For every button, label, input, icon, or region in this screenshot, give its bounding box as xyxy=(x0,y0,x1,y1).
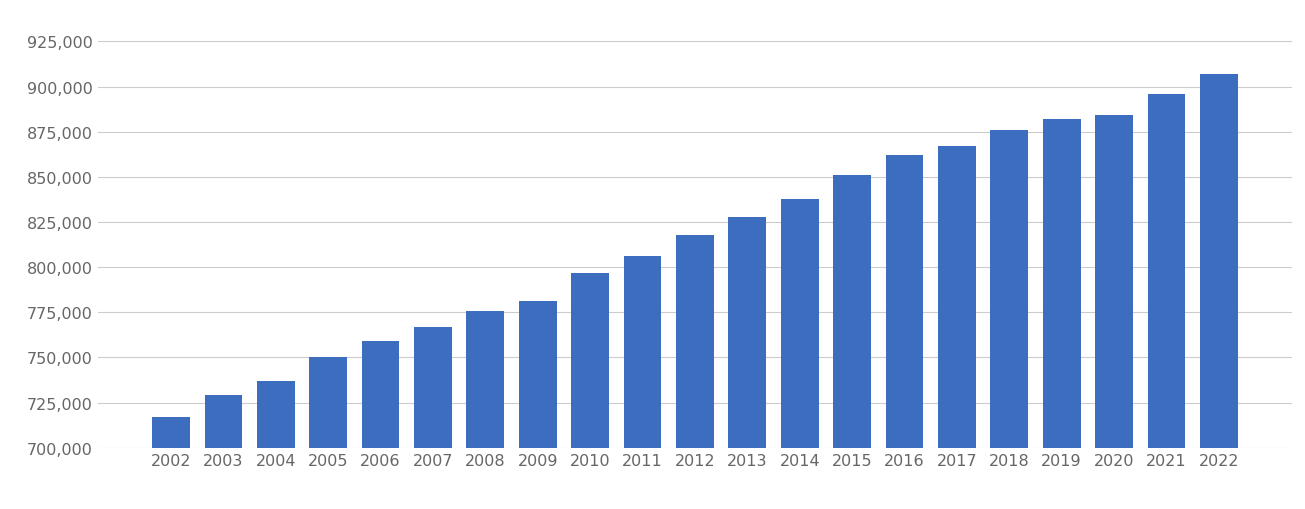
Bar xyxy=(780,199,818,509)
Bar xyxy=(361,342,399,509)
Bar xyxy=(257,381,295,509)
Bar xyxy=(886,156,924,509)
Bar xyxy=(414,327,452,509)
Bar xyxy=(990,131,1028,509)
Bar xyxy=(728,217,766,509)
Bar xyxy=(153,417,189,509)
Bar xyxy=(676,235,714,509)
Bar xyxy=(309,358,347,509)
Bar xyxy=(938,147,976,509)
Bar xyxy=(1201,75,1237,509)
Bar xyxy=(1095,116,1133,509)
Bar xyxy=(205,395,243,509)
Bar xyxy=(572,273,609,509)
Bar xyxy=(1147,95,1185,509)
Bar xyxy=(519,302,557,509)
Bar xyxy=(624,257,662,509)
Bar xyxy=(1043,120,1081,509)
Bar xyxy=(466,311,504,509)
Bar xyxy=(833,176,870,509)
